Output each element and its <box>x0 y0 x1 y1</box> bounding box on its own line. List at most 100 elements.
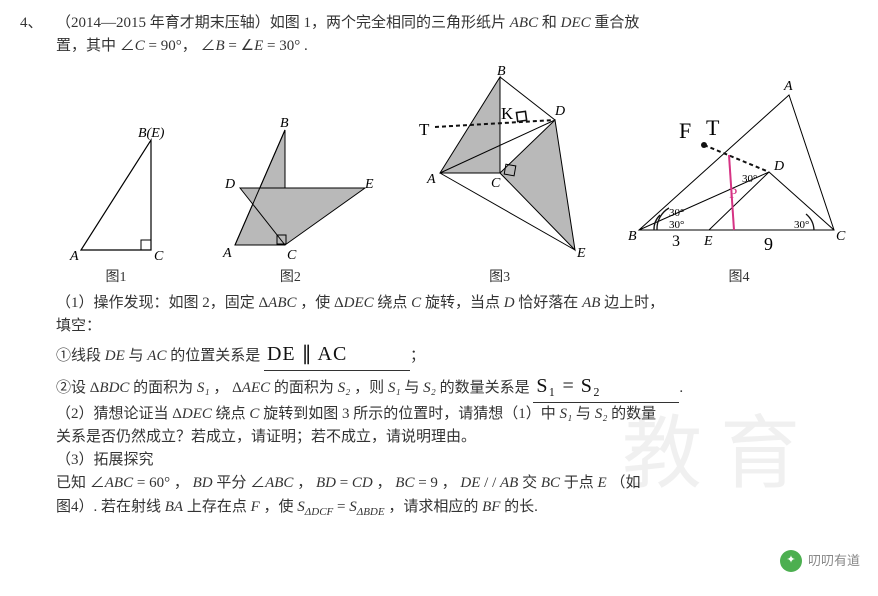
hw-T: T <box>706 115 720 140</box>
label-A: A <box>69 249 79 264</box>
text: 已知 ∠ <box>56 475 105 491</box>
var: S₂ <box>595 406 608 422</box>
text: ，则 <box>350 380 388 396</box>
text: ， Δ <box>210 380 242 396</box>
var: C <box>135 38 145 54</box>
text: ， <box>293 475 316 491</box>
var: C <box>249 406 259 422</box>
fig3-svg: B D A C E T K <box>405 65 595 265</box>
text: （2014—2015 年育才期末压轴）如图 1，两个完全相同的三角形纸片 <box>56 15 510 31</box>
text: （3）拓展探究 <box>56 452 154 468</box>
text: = 9 ， <box>414 475 460 491</box>
text: 上存在点 <box>183 499 251 515</box>
figure-4: A B C D E F T P 30° 30° 30° 30° 3 9 图4 <box>624 80 854 289</box>
label-A: A <box>783 80 793 94</box>
sub: ΔDCF <box>305 506 333 518</box>
brand-badge: ✦ 叨叨有道 <box>780 550 860 572</box>
text: = 60° ， <box>133 475 192 491</box>
q1: （1）操作发现：如图 2，固定 ΔABC ，使 ΔDEC 绕点 C 旋转，当点 … <box>20 292 854 403</box>
var: S₂ <box>338 380 351 396</box>
hw-30b: 30° <box>669 207 684 219</box>
var: DEC <box>182 406 212 422</box>
text: 的位置关系是 <box>166 348 260 364</box>
var: B <box>216 38 225 54</box>
fig1-caption: 图1 <box>106 267 127 289</box>
problem-stem: （2014—2015 年育才期末压轴）如图 1，两个完全相同的三角形纸片 ABC… <box>56 12 854 35</box>
figure-row: B(E) A C 图1 B D E A C 图2 <box>20 59 854 293</box>
var: DE <box>105 348 125 364</box>
text: = <box>333 499 349 515</box>
text: （如 <box>607 475 641 491</box>
hw-K: K <box>501 104 514 123</box>
var: ABC <box>510 15 538 31</box>
label-C: C <box>287 248 297 263</box>
text: 与 <box>572 406 595 422</box>
text: 置，其中 ∠ <box>56 38 135 54</box>
text: 恰好落在 <box>515 295 583 311</box>
var: BDC <box>99 380 129 396</box>
text: = <box>336 475 352 491</box>
fig4-caption: 图4 <box>728 267 749 289</box>
text: 填空： <box>56 318 101 334</box>
text: ，使 <box>260 499 298 515</box>
text: 和 <box>538 15 561 31</box>
text: 旋转到如图 3 所示的位置时，请猜想（1）中 <box>259 406 559 422</box>
hw-T: T <box>419 120 430 139</box>
var: S <box>349 499 357 515</box>
fig1-svg: B(E) A C <box>56 125 176 265</box>
text: 旋转，当点 <box>421 295 504 311</box>
text: ， <box>373 475 396 491</box>
problem-stem-2: 置，其中 ∠C = 90°， ∠B = ∠E = 30° . <box>20 35 854 58</box>
text: 图4）. 若在射线 <box>56 499 165 515</box>
text: 绕点 <box>374 295 412 311</box>
label-A: A <box>426 172 436 187</box>
text: （1）操作发现：如图 2，固定 Δ <box>56 295 268 311</box>
var: AEC <box>242 380 270 396</box>
var: AB <box>500 475 518 491</box>
answer-blank-2[interactable]: S₁ = S₂ <box>533 371 679 403</box>
text: ； <box>410 348 425 364</box>
label-D: D <box>554 104 565 119</box>
var: F <box>251 499 260 515</box>
var: E <box>254 38 263 54</box>
wechat-icon: ✦ <box>780 550 802 572</box>
label-E: E <box>576 246 586 261</box>
hw-30d: 30° <box>794 219 809 231</box>
text: 的数量 <box>607 406 656 422</box>
text: 边上时， <box>600 295 664 311</box>
fig2-caption: 图2 <box>280 267 301 289</box>
text: 绕点 <box>212 406 250 422</box>
hw-3: 3 <box>672 233 680 250</box>
text: 的长. <box>500 499 538 515</box>
text: 平分 ∠ <box>213 475 266 491</box>
label-C: C <box>154 249 164 264</box>
text: （2）猜想论证当 Δ <box>56 406 182 422</box>
hw-30a: 30° <box>669 219 684 231</box>
text: 关系是否仍然成立？若成立，请证明；若不成立，请说明理由。 <box>56 429 476 445</box>
text: 的面积为 <box>270 380 338 396</box>
var: BD <box>193 475 213 491</box>
var: S₁ <box>388 380 401 396</box>
figure-1: B(E) A C 图1 <box>56 125 176 289</box>
problem-header: 4、 （2014—2015 年育才期末压轴）如图 1，两个完全相同的三角形纸片 … <box>20 12 854 35</box>
text: . <box>679 380 683 396</box>
var: S₂ <box>423 380 436 396</box>
q2: （2）猜想论证当 ΔDEC 绕点 C 旋转到如图 3 所示的位置时，请猜想（1）… <box>20 403 854 450</box>
brand-text: 叨叨有道 <box>808 551 860 571</box>
text: = 90°， ∠ <box>145 38 216 54</box>
var: ABC <box>265 475 293 491</box>
answer-blank-1[interactable]: DE ∥ AC <box>264 339 410 371</box>
var: BF <box>482 499 500 515</box>
var: S₁ <box>559 406 572 422</box>
text: ②设 Δ <box>56 380 99 396</box>
fig3-caption: 图3 <box>489 267 510 289</box>
figure-3: B D A C E T K 图3 <box>405 65 595 289</box>
text: 交 <box>518 475 541 491</box>
var: CD <box>352 475 373 491</box>
var: DEC <box>561 15 591 31</box>
label-E: E <box>364 177 374 192</box>
fig2-svg: B D E A C <box>205 115 375 265</box>
text: 与 <box>125 348 148 364</box>
figure-2: B D E A C 图2 <box>205 115 375 289</box>
q3: （3）拓展探究 已知 ∠ABC = 60° ， BD 平分 ∠ABC ， BD … <box>20 449 854 521</box>
